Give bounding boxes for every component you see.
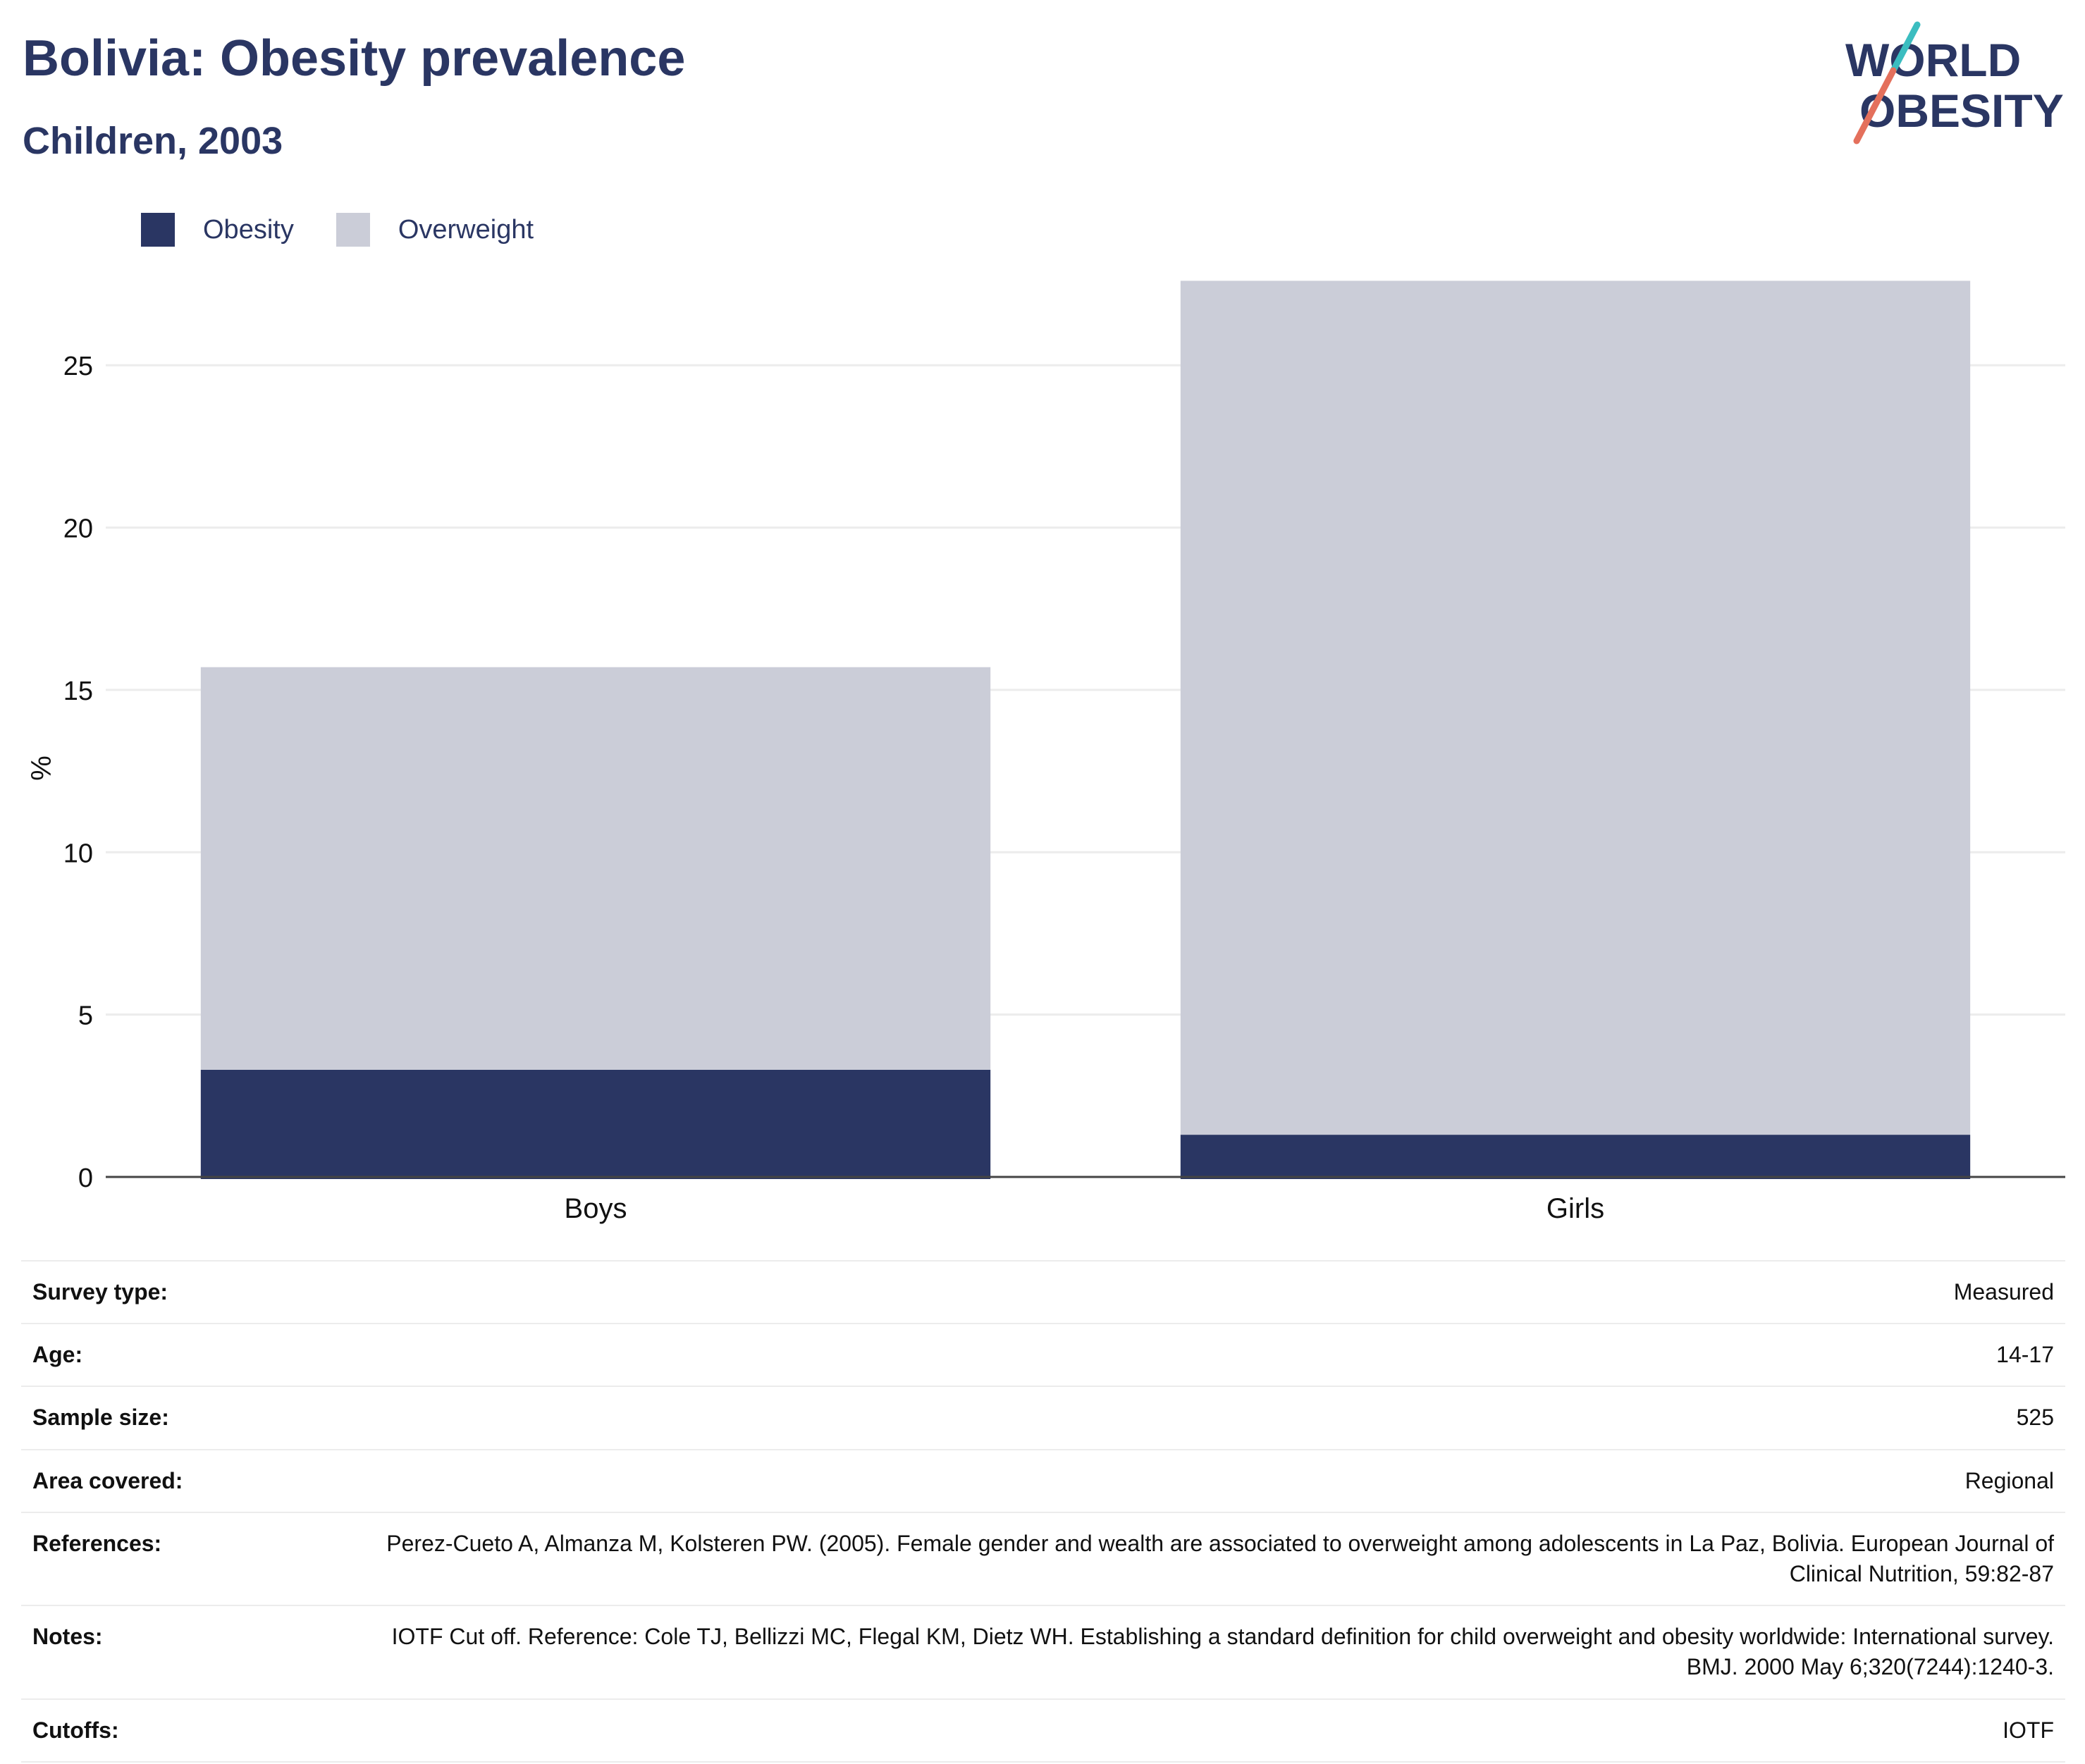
legend-label-obesity: Obesity	[203, 214, 294, 245]
detail-label: Age:	[21, 1323, 340, 1388]
y-tick-label: 20	[63, 514, 93, 544]
detail-value: 14-17	[340, 1323, 2065, 1388]
detail-row: References: Perez-Cueto A, Almanza M, Kol…	[21, 1511, 2065, 1607]
detail-row: Age: 14-17	[21, 1323, 2065, 1388]
detail-label: Cutoffs:	[21, 1698, 340, 1763]
detail-label: Notes:	[21, 1605, 340, 1700]
logo-accent-coral	[1853, 67, 1897, 144]
legend-swatch-overweight	[336, 213, 370, 247]
stacked-bar-chart: 0 5 10 15 20 25 Boys Girls %	[26, 280, 2065, 1224]
survey-details-table: Survey type: Measured Age: 14-17 Sample size…	[21, 1259, 2065, 1763]
detail-value: Perez-Cueto A, Almanza M, Kolsteren PW. …	[340, 1511, 2065, 1607]
legend-label-overweight: Overweight	[398, 214, 534, 245]
detail-value: Regional	[340, 1448, 2065, 1513]
chart-legend: Obesity Overweight	[141, 209, 576, 251]
page-subtitle: Children, 2003	[23, 120, 283, 162]
detail-row: Sample size: 525	[21, 1386, 2065, 1450]
legend-item-obesity[interactable]: Obesity	[141, 213, 294, 247]
x-tick-label: Girls	[1546, 1193, 1604, 1224]
detail-label: References:	[21, 1511, 340, 1607]
x-tick-label: Boys	[565, 1193, 627, 1224]
legend-swatch-obesity	[141, 213, 175, 247]
detail-value: 525	[340, 1386, 2065, 1450]
bars	[200, 280, 1971, 1179]
y-tick-label: 10	[63, 839, 93, 868]
y-tick-label: 25	[63, 352, 93, 381]
legend-item-overweight[interactable]: Overweight	[336, 213, 534, 247]
axes: 0 5 10 15 20 25 Boys Girls	[63, 352, 2065, 1224]
logo-line-2: OBESITY	[1859, 85, 2064, 137]
detail-value: IOTF Cut off. Reference: Cole TJ, Belliz…	[340, 1605, 2065, 1700]
detail-row: Cutoffs: IOTF	[21, 1698, 2065, 1763]
bar-obesity-boys[interactable]	[200, 1069, 991, 1179]
detail-row: Notes: IOTF Cut off. Reference: Cole TJ, …	[21, 1605, 2065, 1700]
bar-overweight-boys[interactable]	[200, 667, 991, 1070]
world-obesity-logo: WORLD OBESITY	[1845, 21, 2064, 144]
detail-label: Sample size:	[21, 1386, 340, 1450]
bar-overweight-girls[interactable]	[1180, 280, 1971, 1135]
page-title: Bolivia: Obesity prevalence	[23, 30, 686, 87]
detail-label: Area covered:	[21, 1448, 340, 1513]
detail-value: IOTF	[340, 1698, 2065, 1763]
y-axis-label: %	[26, 755, 57, 781]
logo-accent-teal	[1890, 21, 1921, 74]
y-tick-label: 5	[78, 1001, 93, 1031]
detail-value: Measured	[340, 1259, 2065, 1325]
detail-row: Survey type: Measured	[21, 1259, 2065, 1325]
y-tick-label: 0	[78, 1164, 93, 1193]
detail-label: Survey type:	[21, 1259, 340, 1325]
bar-obesity-girls[interactable]	[1180, 1135, 1971, 1179]
detail-row: Area covered: Regional	[21, 1448, 2065, 1513]
logo-line-1: WORLD	[1845, 34, 2021, 86]
y-tick-label: 15	[63, 677, 93, 706]
